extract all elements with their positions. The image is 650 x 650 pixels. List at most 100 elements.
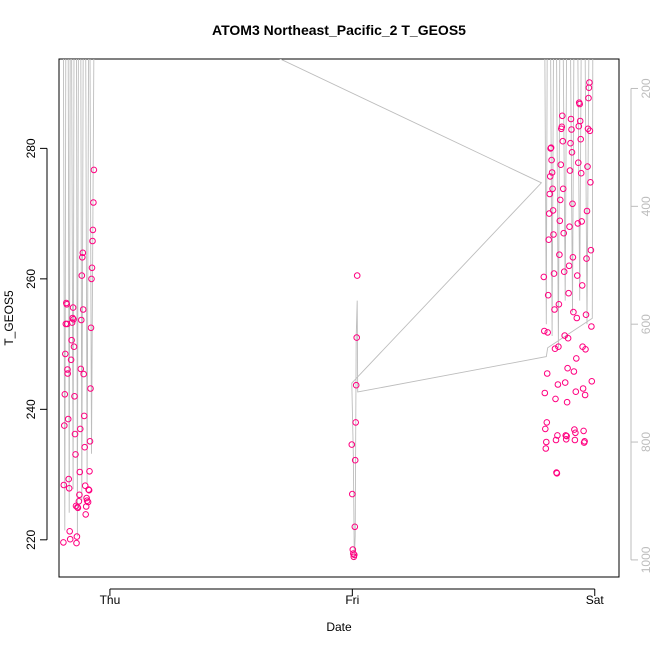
data-point xyxy=(541,327,548,335)
x-axis-label: Date xyxy=(326,620,352,634)
data-point xyxy=(350,550,357,557)
data-point xyxy=(62,350,69,358)
data-point xyxy=(556,251,563,258)
x-tick-label: Sat xyxy=(586,593,605,607)
y-axis-right: 200 400 600 800 1000 xyxy=(630,78,650,573)
data-point xyxy=(586,127,594,135)
data-point xyxy=(76,491,83,499)
y2-tick-label: 800 xyxy=(639,432,650,452)
data-point xyxy=(79,306,87,313)
data-point xyxy=(562,432,570,439)
data-point xyxy=(86,468,93,475)
data-point xyxy=(543,370,551,377)
data-point xyxy=(564,334,572,342)
data-point xyxy=(555,301,563,308)
data-point xyxy=(60,539,67,546)
data-point xyxy=(60,481,68,489)
data-point xyxy=(559,137,567,145)
data-point xyxy=(89,237,96,245)
data-point xyxy=(351,551,358,559)
data-point xyxy=(568,149,576,156)
data-point xyxy=(90,199,97,206)
data-point xyxy=(559,185,567,193)
data-point xyxy=(569,200,576,208)
data-point xyxy=(86,438,94,445)
data-point xyxy=(90,166,98,174)
data-point xyxy=(83,497,91,505)
data-point xyxy=(66,528,73,535)
data-point xyxy=(581,391,589,399)
y2-tick-label: 600 xyxy=(639,314,650,334)
data-point xyxy=(567,115,575,123)
data-point xyxy=(569,253,577,261)
data-point xyxy=(76,468,84,476)
data-point xyxy=(550,231,557,238)
data-point xyxy=(571,436,579,444)
y-tick-label: 280 xyxy=(24,138,38,158)
data-point xyxy=(554,432,561,439)
data-point xyxy=(69,314,76,322)
data-point xyxy=(573,314,581,322)
data-point xyxy=(61,422,68,429)
y-tick-label: 220 xyxy=(24,529,38,549)
data-point xyxy=(78,316,85,324)
data-point xyxy=(563,398,571,406)
data-point xyxy=(64,366,71,373)
y2-tick-label: 400 xyxy=(639,196,650,216)
y-axis-label: T_GEOS5 xyxy=(2,290,16,346)
data-point xyxy=(66,535,74,543)
data-point xyxy=(566,223,573,230)
data-point xyxy=(68,336,75,344)
data-point xyxy=(68,319,76,326)
data-point xyxy=(351,456,359,464)
data-point xyxy=(65,485,73,492)
data-point xyxy=(586,79,593,86)
data-point xyxy=(63,301,71,308)
data-point xyxy=(349,490,356,498)
data-point xyxy=(546,173,554,180)
data-point xyxy=(546,190,554,198)
data-point xyxy=(562,436,570,443)
data-point xyxy=(583,207,591,215)
data-point xyxy=(572,388,580,396)
data-point xyxy=(560,268,568,276)
data-point xyxy=(351,523,359,531)
data-point xyxy=(548,169,556,176)
data-point xyxy=(64,415,72,423)
chart-title: ATOM3 Northeast_Pacific_2 T_GEOS5 xyxy=(212,22,466,38)
data-point xyxy=(588,378,596,385)
data-point xyxy=(82,511,89,518)
data-point xyxy=(64,370,71,377)
x-tick-label: Fri xyxy=(345,593,359,607)
data-point xyxy=(69,304,77,311)
data-point xyxy=(352,381,360,389)
data-point xyxy=(77,425,84,433)
data-point xyxy=(87,324,95,332)
data-point xyxy=(545,236,553,243)
data-point xyxy=(551,345,559,353)
y-axis-left: 220 240 260 280 xyxy=(24,138,48,550)
data-point xyxy=(81,482,89,490)
data-point xyxy=(566,167,574,174)
data-point xyxy=(549,185,556,193)
data-point xyxy=(81,443,88,451)
data-point xyxy=(540,273,548,281)
plot-frame xyxy=(58,58,620,578)
data-point xyxy=(582,346,589,353)
data-point xyxy=(578,218,586,225)
data-point xyxy=(574,272,581,279)
data-point xyxy=(571,426,578,433)
data-point xyxy=(554,381,562,388)
data-point xyxy=(557,196,564,204)
pressure-line xyxy=(62,59,594,560)
data-point xyxy=(576,117,584,125)
data-point xyxy=(552,395,559,403)
data-point xyxy=(80,370,87,378)
data-point xyxy=(583,255,590,262)
data-point xyxy=(72,502,80,510)
data-point xyxy=(580,427,587,435)
data-point xyxy=(576,100,584,108)
x-tick-label: Thu xyxy=(100,593,121,607)
data-point xyxy=(79,249,87,257)
data-point xyxy=(541,389,549,397)
